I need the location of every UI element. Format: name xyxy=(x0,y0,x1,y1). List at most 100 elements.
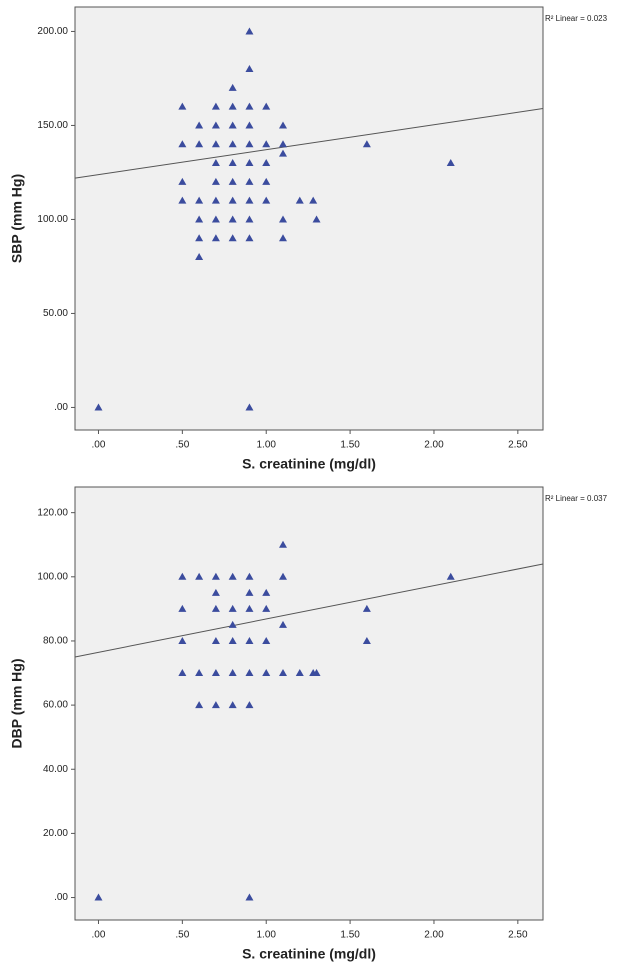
point xyxy=(211,636,220,644)
point xyxy=(245,159,254,167)
point xyxy=(262,102,271,110)
point xyxy=(94,403,103,411)
point xyxy=(211,121,220,129)
point xyxy=(211,140,220,148)
y-tick-label: 100.00 xyxy=(37,214,68,225)
point xyxy=(262,636,271,644)
x-tick-label: 2.00 xyxy=(424,930,444,941)
point xyxy=(178,196,187,204)
y-tick-label: 80.00 xyxy=(43,636,68,647)
y-tick-label: 200.00 xyxy=(37,26,68,37)
x-tick-label: 1.50 xyxy=(340,440,360,451)
point xyxy=(295,669,304,677)
point xyxy=(279,234,287,242)
x-tick-label: 2.00 xyxy=(424,440,444,451)
point xyxy=(211,102,220,110)
point xyxy=(178,102,187,110)
point xyxy=(211,196,220,204)
point xyxy=(195,140,204,148)
point xyxy=(245,102,254,110)
point xyxy=(178,140,187,148)
point xyxy=(228,234,237,242)
y-tick-label: .00 xyxy=(54,402,68,413)
point xyxy=(195,253,204,261)
point xyxy=(211,177,220,185)
point xyxy=(279,540,287,548)
point xyxy=(245,572,254,580)
plot-area xyxy=(74,6,544,431)
point xyxy=(228,140,237,148)
x-tick-label: 2.50 xyxy=(508,930,528,941)
x-tick-label: .50 xyxy=(175,930,189,941)
point xyxy=(178,604,187,612)
point xyxy=(362,604,371,612)
point xyxy=(262,196,271,204)
y-tick-label: 60.00 xyxy=(43,700,68,711)
point xyxy=(309,196,318,204)
point xyxy=(195,215,204,223)
point xyxy=(279,149,287,157)
plot-area xyxy=(74,486,544,921)
point xyxy=(245,604,254,612)
x-tick-label: 2.50 xyxy=(508,440,528,451)
x-axis-title: S. creatinine (mg/dl) xyxy=(242,946,376,962)
point xyxy=(228,215,237,223)
point xyxy=(211,234,220,242)
x-tick-label: 1.00 xyxy=(256,440,276,451)
point xyxy=(245,177,254,185)
annotation: R² Linear = 0.023 xyxy=(545,14,608,23)
point xyxy=(211,588,220,596)
point xyxy=(245,893,254,901)
point xyxy=(178,636,187,644)
point xyxy=(245,65,254,73)
point xyxy=(262,604,271,612)
point xyxy=(195,572,204,580)
point xyxy=(228,83,237,91)
x-axis-title: S. creatinine (mg/dl) xyxy=(242,456,376,472)
point xyxy=(245,669,254,677)
point xyxy=(245,588,254,596)
point xyxy=(211,701,220,709)
point xyxy=(245,27,254,35)
point xyxy=(195,669,204,677)
point xyxy=(262,140,271,148)
point xyxy=(262,588,271,596)
point xyxy=(312,669,321,677)
y-tick-label: 120.00 xyxy=(37,507,68,518)
point xyxy=(446,159,455,167)
point xyxy=(195,196,204,204)
point xyxy=(446,572,455,580)
y-axis-title: DBP (mm Hg) xyxy=(9,659,25,749)
point xyxy=(279,620,287,628)
point xyxy=(245,701,254,709)
point xyxy=(245,121,254,129)
x-tick-label: .00 xyxy=(92,930,106,941)
point xyxy=(245,215,254,223)
point xyxy=(295,196,304,204)
point xyxy=(211,604,220,612)
point xyxy=(228,604,237,612)
point xyxy=(211,215,220,223)
point xyxy=(279,140,287,148)
point xyxy=(362,140,371,148)
point xyxy=(262,669,271,677)
point xyxy=(195,234,204,242)
point xyxy=(178,572,187,580)
point xyxy=(228,701,237,709)
point xyxy=(211,669,220,677)
annotation: R² Linear = 0.037 xyxy=(545,494,608,503)
point xyxy=(362,636,371,644)
point xyxy=(312,215,321,223)
x-tick-label: .00 xyxy=(92,440,106,451)
y-tick-label: 150.00 xyxy=(37,120,68,131)
point xyxy=(228,177,237,185)
point xyxy=(228,620,237,628)
y-tick-label: .00 xyxy=(54,892,68,903)
x-tick-label: .50 xyxy=(175,440,189,451)
point xyxy=(245,636,254,644)
point xyxy=(211,572,220,580)
point xyxy=(245,234,254,242)
point xyxy=(245,140,254,148)
point xyxy=(228,121,237,129)
point xyxy=(279,215,287,223)
